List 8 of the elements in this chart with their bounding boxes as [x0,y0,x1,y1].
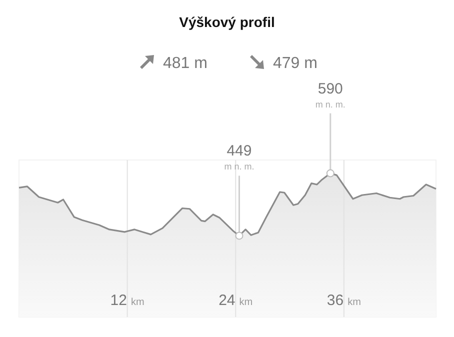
annotation: 590 m n. m. [315,80,346,110]
x-tick-label: 12 km [110,292,144,309]
text: 481 m [163,55,208,72]
x-tick-label: 36 km [326,292,361,309]
annotation: 449 m n. m. [224,142,254,172]
text: 479 m [273,55,318,72]
chart-title: Výškový profil [179,14,275,30]
x-tick-label: 24 km [218,292,253,309]
